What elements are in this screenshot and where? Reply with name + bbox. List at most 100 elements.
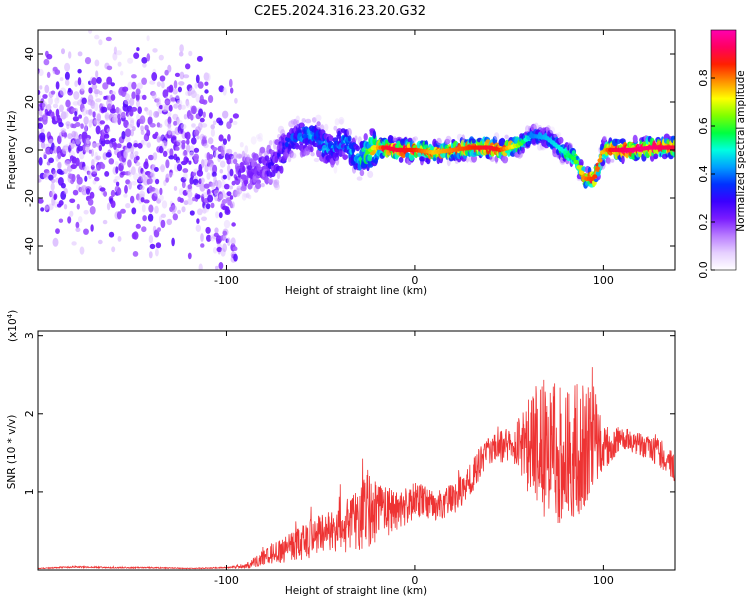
spectrogram-cell (89, 191, 95, 199)
spectrogram-cell (116, 211, 122, 220)
y-tick-label: 1 (23, 488, 36, 495)
spectrogram-cell (85, 144, 91, 153)
spectrogram-cell (216, 179, 222, 189)
spectrogram-cell (672, 139, 675, 148)
spectrogram-cell (197, 208, 203, 216)
spectrogram-cell (226, 121, 232, 129)
spectrogram-cell (59, 77, 64, 82)
spectrogram-cell (62, 168, 68, 174)
spectrogram-cell (83, 209, 89, 215)
spectrogram-cell (104, 112, 110, 121)
spectrogram-cell (315, 114, 322, 122)
spectrogram-cell (208, 112, 213, 119)
spectrogram-cell (104, 139, 111, 145)
spectrogram-cell (88, 87, 93, 94)
spectrogram-cell (58, 218, 64, 223)
chart-title: C2E5.2024.316.23.20.G32 (254, 4, 426, 19)
x-tick-label: 100 (593, 574, 614, 587)
y-tick-label: -20 (23, 189, 36, 207)
spectrogram-cell (144, 135, 149, 141)
spectrogram-cell (52, 237, 59, 247)
spectrogram-cell (123, 193, 128, 198)
spectrogram-cell (58, 122, 64, 128)
spectrogram-cell (102, 219, 108, 225)
spectrogram-cell (89, 206, 96, 215)
spectrogram-cell (206, 234, 212, 242)
spectrogram-cell (170, 97, 177, 102)
spectrogram-cell (105, 36, 112, 42)
spectrogram-cell (44, 204, 49, 211)
spectrogram-cell (200, 177, 205, 184)
spectrogram-cell (158, 54, 164, 61)
spectrogram-cell (77, 216, 83, 223)
spectrogram-cell (147, 213, 154, 222)
spectrogram-cell (80, 82, 85, 92)
ridge-cell (571, 156, 577, 161)
spectrogram-cell (75, 137, 81, 145)
spectrogram-cell (136, 47, 140, 52)
spectrogram-cell (504, 134, 509, 139)
spectrogram-cell (232, 158, 238, 165)
spectrogram-cell (198, 122, 203, 131)
spectrogram-cell (228, 185, 234, 190)
spectrogram-cell (624, 151, 629, 158)
spectrogram-cell (65, 99, 71, 108)
spectrogram-cell (232, 246, 238, 251)
spectrogram-cell (533, 122, 539, 131)
spectrogram-cell (170, 130, 177, 136)
spectrogram-cell (132, 231, 139, 240)
spectrogram-cell (146, 129, 151, 137)
spectrogram-cell (111, 246, 116, 253)
spectrogram-cell (135, 155, 140, 161)
spectrogram-cell (94, 176, 100, 182)
spectrogram-cell (315, 122, 322, 130)
spectrogram-cell (188, 160, 192, 165)
spectrogram-cell (206, 73, 211, 82)
spectrogram-cell (182, 150, 188, 157)
spectrogram-cell (199, 117, 205, 123)
spectrogram-cell (52, 103, 59, 109)
spectrogram-cell (222, 243, 228, 253)
spectrogram-cell (493, 132, 500, 141)
spectrogram-cell (233, 253, 238, 262)
spectrogram-cell (201, 135, 207, 141)
spectrogram-cell (175, 94, 180, 100)
spectrogram-cell (195, 74, 200, 84)
spectrogram-cell (178, 51, 184, 57)
spectrogram-cell (413, 136, 418, 141)
spectrogram-cell (106, 76, 113, 85)
spectrogram-cell (133, 172, 139, 181)
spectrogram-cell (46, 71, 51, 78)
spectrogram-cell (197, 81, 204, 89)
spectrogram-cell (139, 115, 146, 125)
spectrogram-cell (134, 151, 139, 156)
spectrogram-panel: -100 0 100 -40 -20 0 20 40 Height of straight … (6, 29, 676, 297)
spectrogram-cell (39, 132, 46, 141)
spectrogram-cell (116, 143, 122, 149)
spectrogram-cell (144, 124, 149, 131)
spectrogram-cell (196, 55, 203, 62)
spectrogram-cell (38, 122, 44, 130)
spectrogram-cell (234, 97, 238, 104)
spectrogram-cell (131, 81, 137, 90)
spectrogram-cell (273, 181, 279, 189)
spectrogram-cell (110, 200, 116, 209)
spectrogram-cell (61, 48, 65, 55)
spectrogram-cell (264, 155, 270, 162)
spectrogram-cell (231, 180, 236, 186)
spectrogram-cell (110, 82, 115, 87)
spectrogram-cell (196, 169, 204, 177)
x-tick-label: 0 (411, 274, 418, 287)
spectrogram-cell (208, 95, 214, 103)
spectrogram-cell (392, 136, 397, 142)
spectrogram-cell (42, 101, 48, 110)
spectrogram-cell (182, 168, 189, 174)
spectrogram-cell (136, 99, 140, 108)
spectrogram-cell (141, 57, 148, 64)
spectrogram-cell (295, 144, 300, 150)
spectrogram-cell (146, 141, 151, 149)
spectrogram-cell (222, 87, 227, 96)
spectrogram-cell (115, 181, 120, 187)
spectrogram-cell (229, 168, 234, 177)
spectrogram-cell (334, 118, 340, 126)
